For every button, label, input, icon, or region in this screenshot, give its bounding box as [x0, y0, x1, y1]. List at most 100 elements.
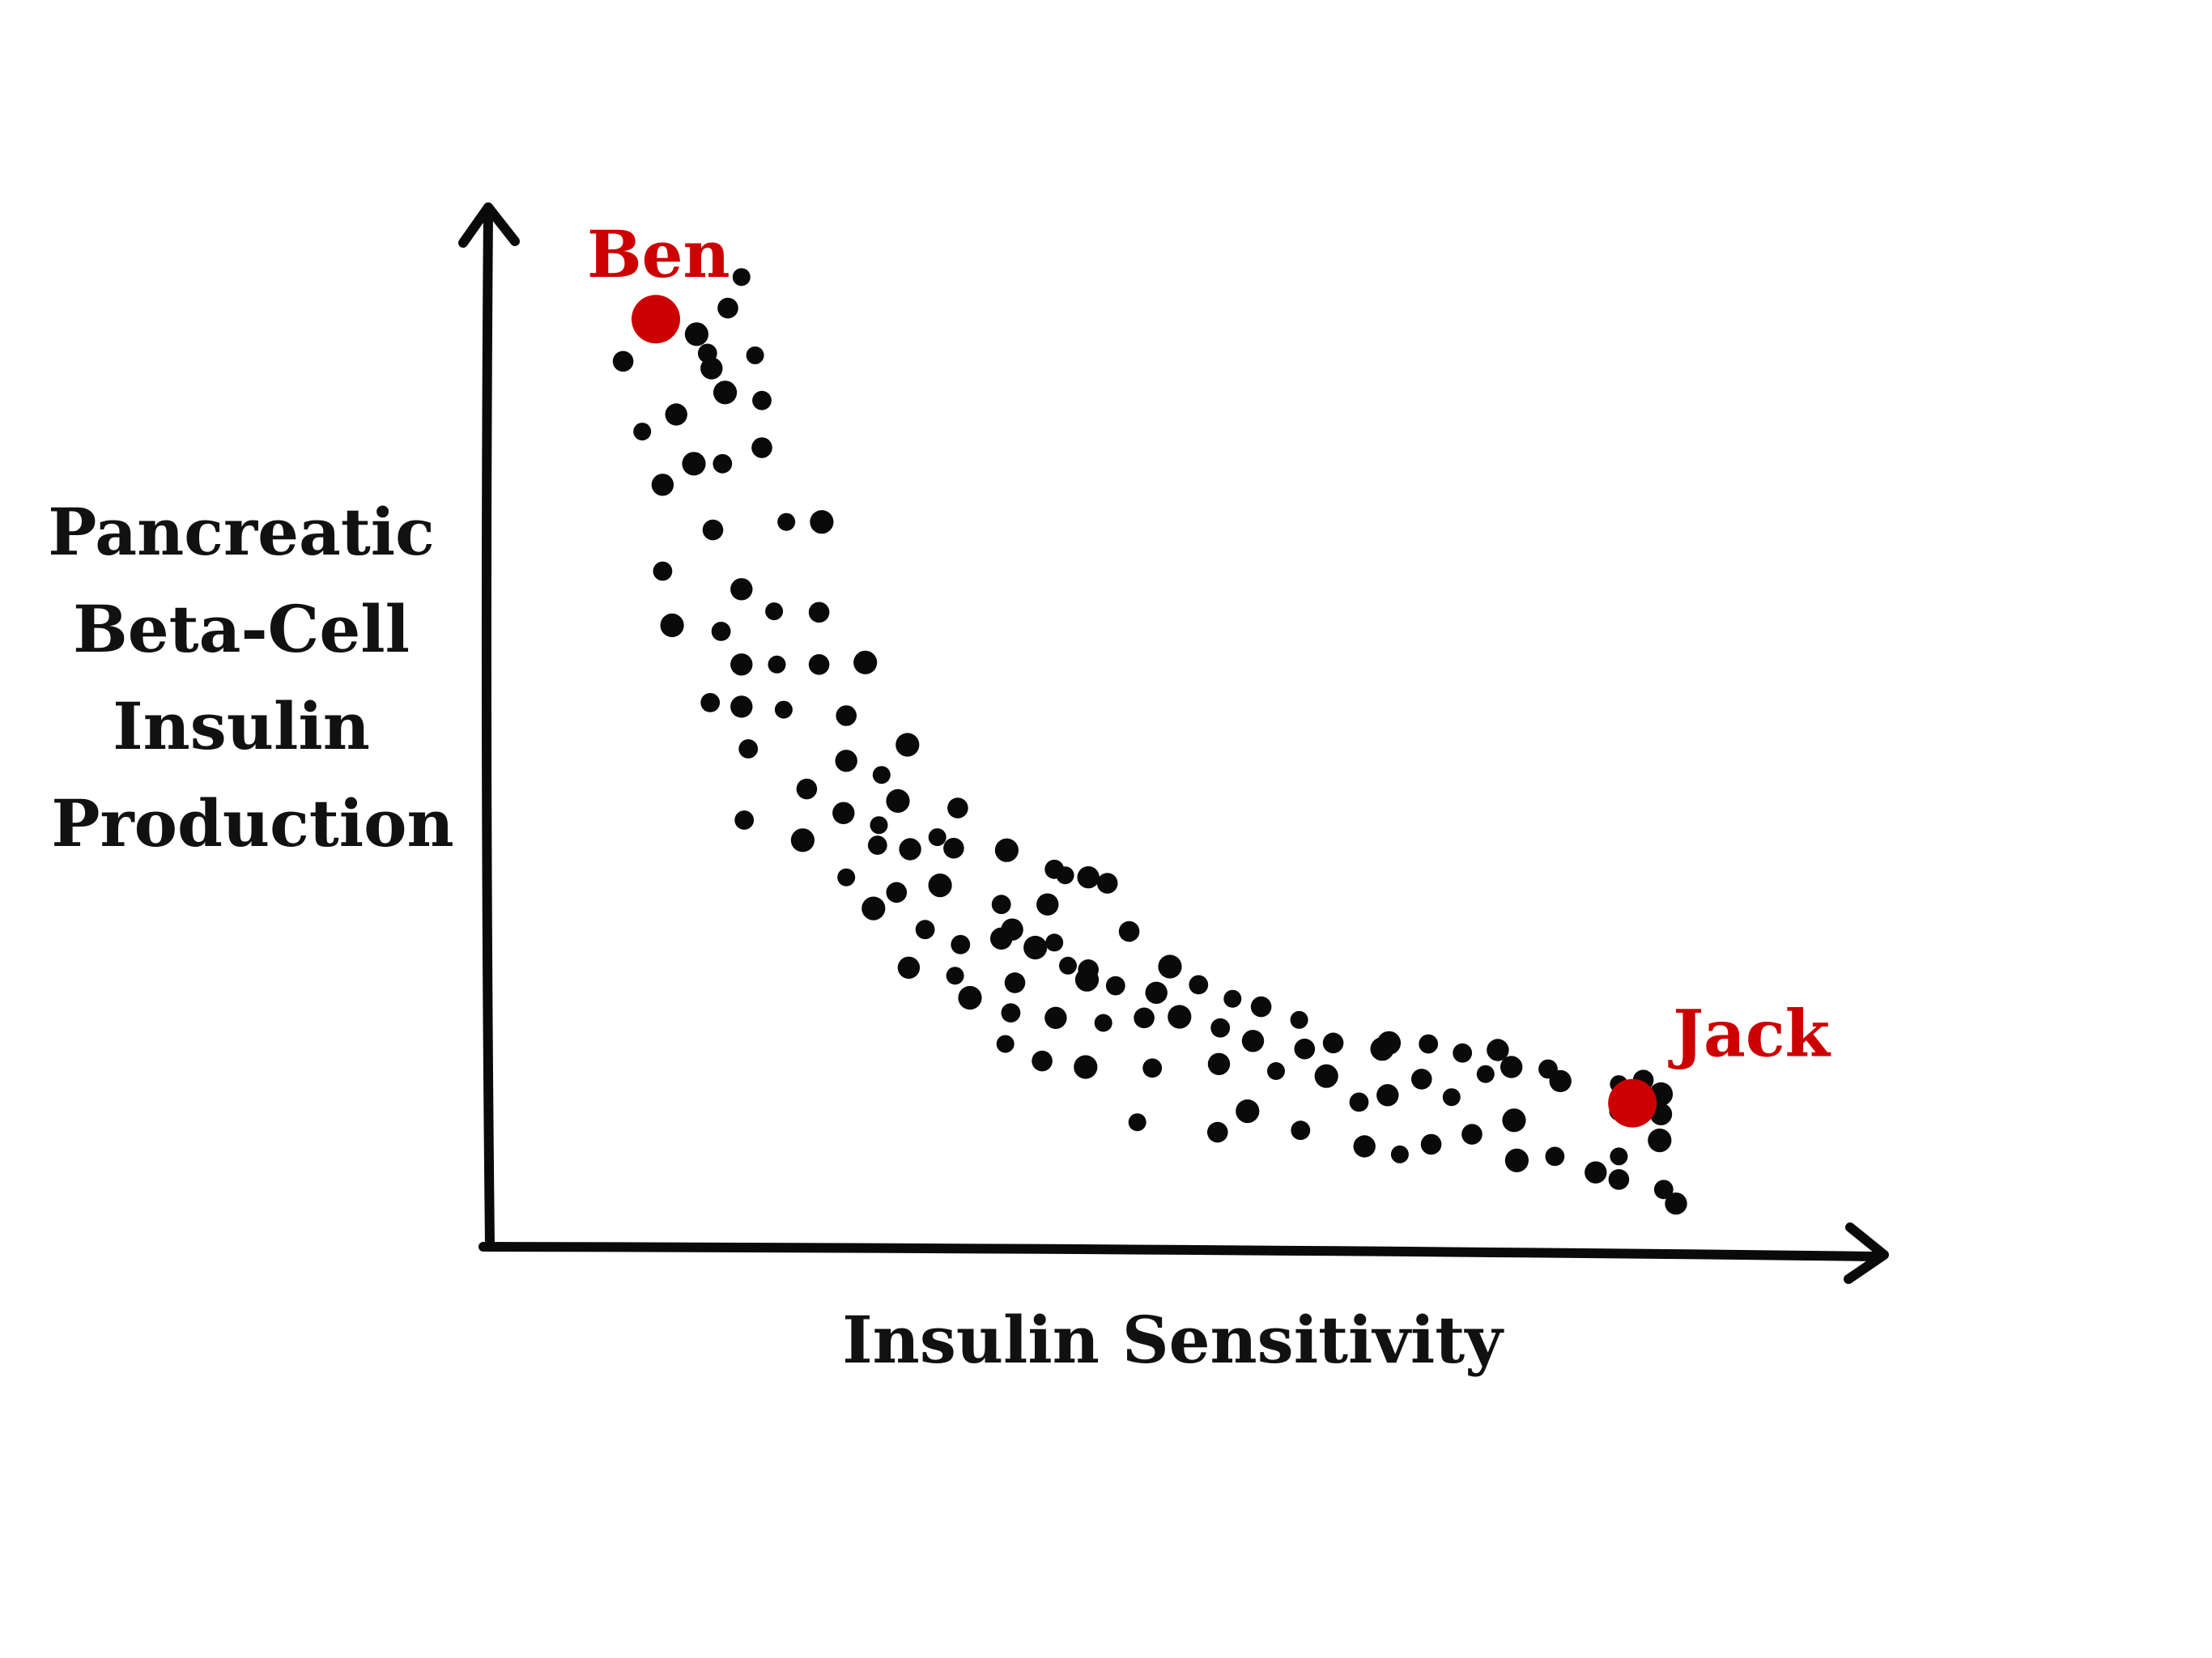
data-point	[1322, 1032, 1344, 1054]
data-point	[1453, 1043, 1473, 1063]
data-point	[886, 882, 908, 903]
data-point	[1004, 972, 1026, 993]
data-point	[808, 654, 830, 675]
y-axis	[481, 206, 495, 1252]
y-axis-label-line-2: Beta-Cell	[73, 591, 410, 667]
data-point	[612, 351, 634, 372]
data-point	[1353, 1135, 1376, 1158]
data-point	[1036, 893, 1059, 916]
data-point	[1074, 967, 1100, 992]
data-point	[1502, 1108, 1526, 1133]
data-point	[1118, 920, 1140, 942]
data-point	[947, 797, 968, 818]
points-layer	[612, 268, 1687, 1215]
data-point	[1210, 1018, 1231, 1038]
data-point	[886, 789, 910, 814]
data-point	[1145, 981, 1168, 1005]
data-point	[790, 828, 815, 852]
data-point	[1294, 1038, 1316, 1060]
data-point	[1023, 935, 1048, 960]
data-point	[1476, 1065, 1495, 1083]
data-point	[1648, 1129, 1672, 1153]
data-point	[1001, 1003, 1021, 1022]
data-point	[1267, 1062, 1285, 1080]
data-point	[1290, 1010, 1308, 1029]
data-point	[1442, 1088, 1461, 1107]
data-point	[1056, 866, 1074, 885]
data-point	[796, 778, 818, 800]
data-point	[732, 268, 751, 287]
data-point	[832, 801, 855, 824]
data-point	[665, 403, 687, 426]
data-point	[702, 519, 724, 541]
data-point	[1608, 1169, 1630, 1190]
data-point	[958, 985, 982, 1010]
data-point	[899, 838, 921, 861]
data-point	[1250, 996, 1272, 1018]
data-point	[1461, 1124, 1482, 1145]
data-point	[990, 927, 1013, 950]
data-point	[897, 956, 921, 980]
data-point	[1370, 1037, 1394, 1061]
y-axis-label-line-3: Insulin	[113, 688, 370, 764]
data-point	[730, 578, 753, 601]
highlight-label-jack: Jack	[1668, 996, 1831, 1072]
data-point	[713, 380, 738, 405]
data-point	[928, 874, 952, 898]
data-point	[835, 750, 857, 772]
data-point	[765, 602, 784, 621]
data-point	[1142, 1058, 1163, 1078]
y-axis-label-line-1: Pancreatic	[48, 494, 435, 570]
data-point	[870, 816, 888, 835]
data-point	[660, 613, 684, 638]
data-point	[1105, 976, 1125, 996]
data-point	[1158, 954, 1182, 979]
data-point	[752, 390, 772, 410]
data-point	[1610, 1147, 1628, 1166]
data-point	[1032, 1050, 1053, 1072]
data-point	[1585, 1161, 1607, 1184]
data-point	[1665, 1192, 1687, 1215]
data-point	[1096, 873, 1118, 894]
data-point	[651, 474, 674, 496]
data-point	[867, 835, 887, 855]
data-point	[872, 766, 891, 784]
data-point	[1059, 956, 1077, 975]
data-point	[1128, 1113, 1146, 1132]
y-axis-arrowhead	[458, 202, 520, 248]
x-axis	[479, 1242, 1882, 1261]
data-point	[1500, 1056, 1523, 1078]
data-point	[996, 1035, 1015, 1053]
data-point	[837, 868, 856, 886]
data-point	[711, 622, 731, 641]
data-point	[633, 423, 652, 441]
highlight-point-jack	[1608, 1078, 1657, 1128]
data-point	[915, 920, 935, 940]
data-point	[943, 837, 964, 859]
data-point	[746, 346, 764, 364]
data-point	[1077, 866, 1100, 889]
data-point	[810, 510, 834, 534]
data-point	[808, 602, 830, 623]
data-point	[777, 512, 796, 531]
data-point	[1349, 1092, 1369, 1112]
y-axis-label: Pancreatic Beta-Cell Insulin Production	[48, 494, 457, 861]
x-axis-label: Insulin Sensitivity	[842, 1302, 1504, 1378]
data-point	[774, 700, 793, 719]
data-point	[1045, 933, 1064, 952]
data-point	[1487, 1039, 1509, 1061]
data-point	[1504, 1148, 1529, 1172]
data-point	[1390, 1145, 1409, 1163]
data-point	[1419, 1034, 1439, 1054]
data-point	[1074, 1055, 1098, 1079]
data-point	[1236, 1099, 1260, 1124]
data-point	[1653, 1180, 1674, 1200]
data-point	[734, 810, 755, 830]
data-point	[682, 452, 706, 476]
data-point	[684, 322, 709, 346]
data-point	[1420, 1133, 1442, 1155]
data-point	[653, 561, 673, 581]
data-point	[1314, 1064, 1338, 1088]
data-point	[1094, 1014, 1112, 1032]
data-point	[751, 437, 772, 458]
